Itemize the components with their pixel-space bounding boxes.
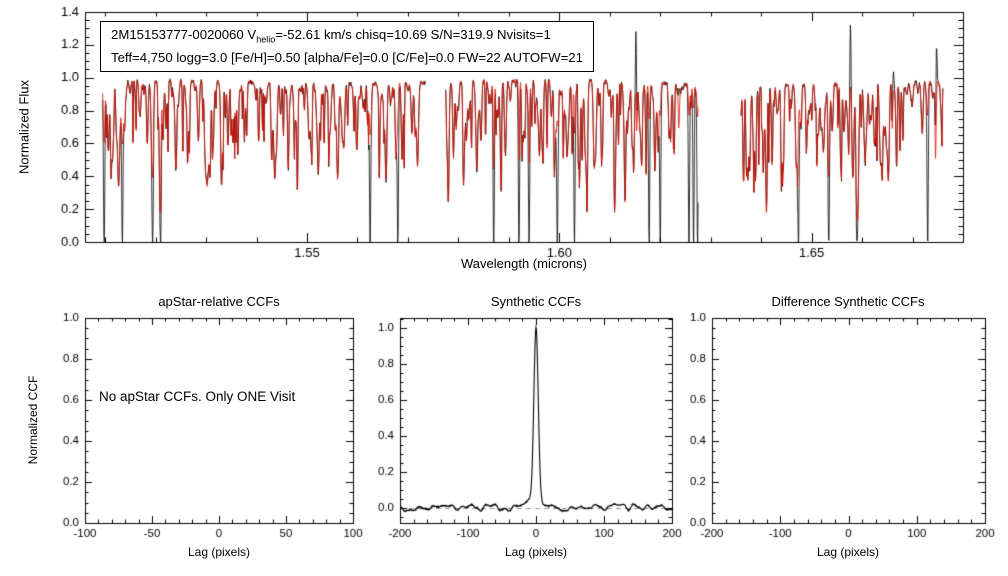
wavelength-axis-label: Wavelength (microns): [461, 256, 587, 271]
no-apstar-ccfs-message: No apStar CCFs. Only ONE Visit: [99, 389, 296, 404]
lag-axis-label-right: Lag (pixels): [816, 545, 880, 559]
fit-parameters-box: 2M15153777-0020060 Vhelio=-52.61 km/s ch…: [100, 21, 594, 72]
vhelio-subscript: helio: [256, 34, 276, 45]
synthetic-ccf-title: Synthetic CCFs: [490, 294, 582, 309]
fit-parameters-line2: Teff=4,750 logg=3.0 [Fe/H]=0.50 [alpha/F…: [111, 49, 583, 65]
fit-parameters-line1: 2M15153777-0020060 Vhelio=-52.61 km/s ch…: [111, 27, 551, 45]
lag-axis-label-left: Lag (pixels): [187, 545, 251, 559]
lag-axis-label-middle: Lag (pixels): [504, 545, 568, 559]
normalized-flux-axis-label: Normalized Flux: [16, 80, 32, 174]
difference-ccf-title: Difference Synthetic CCFs: [771, 294, 925, 309]
normalized-ccf-axis-label: Normalized CCF: [26, 375, 40, 465]
apstar-ccf-title: apStar-relative CCFs: [158, 294, 280, 309]
